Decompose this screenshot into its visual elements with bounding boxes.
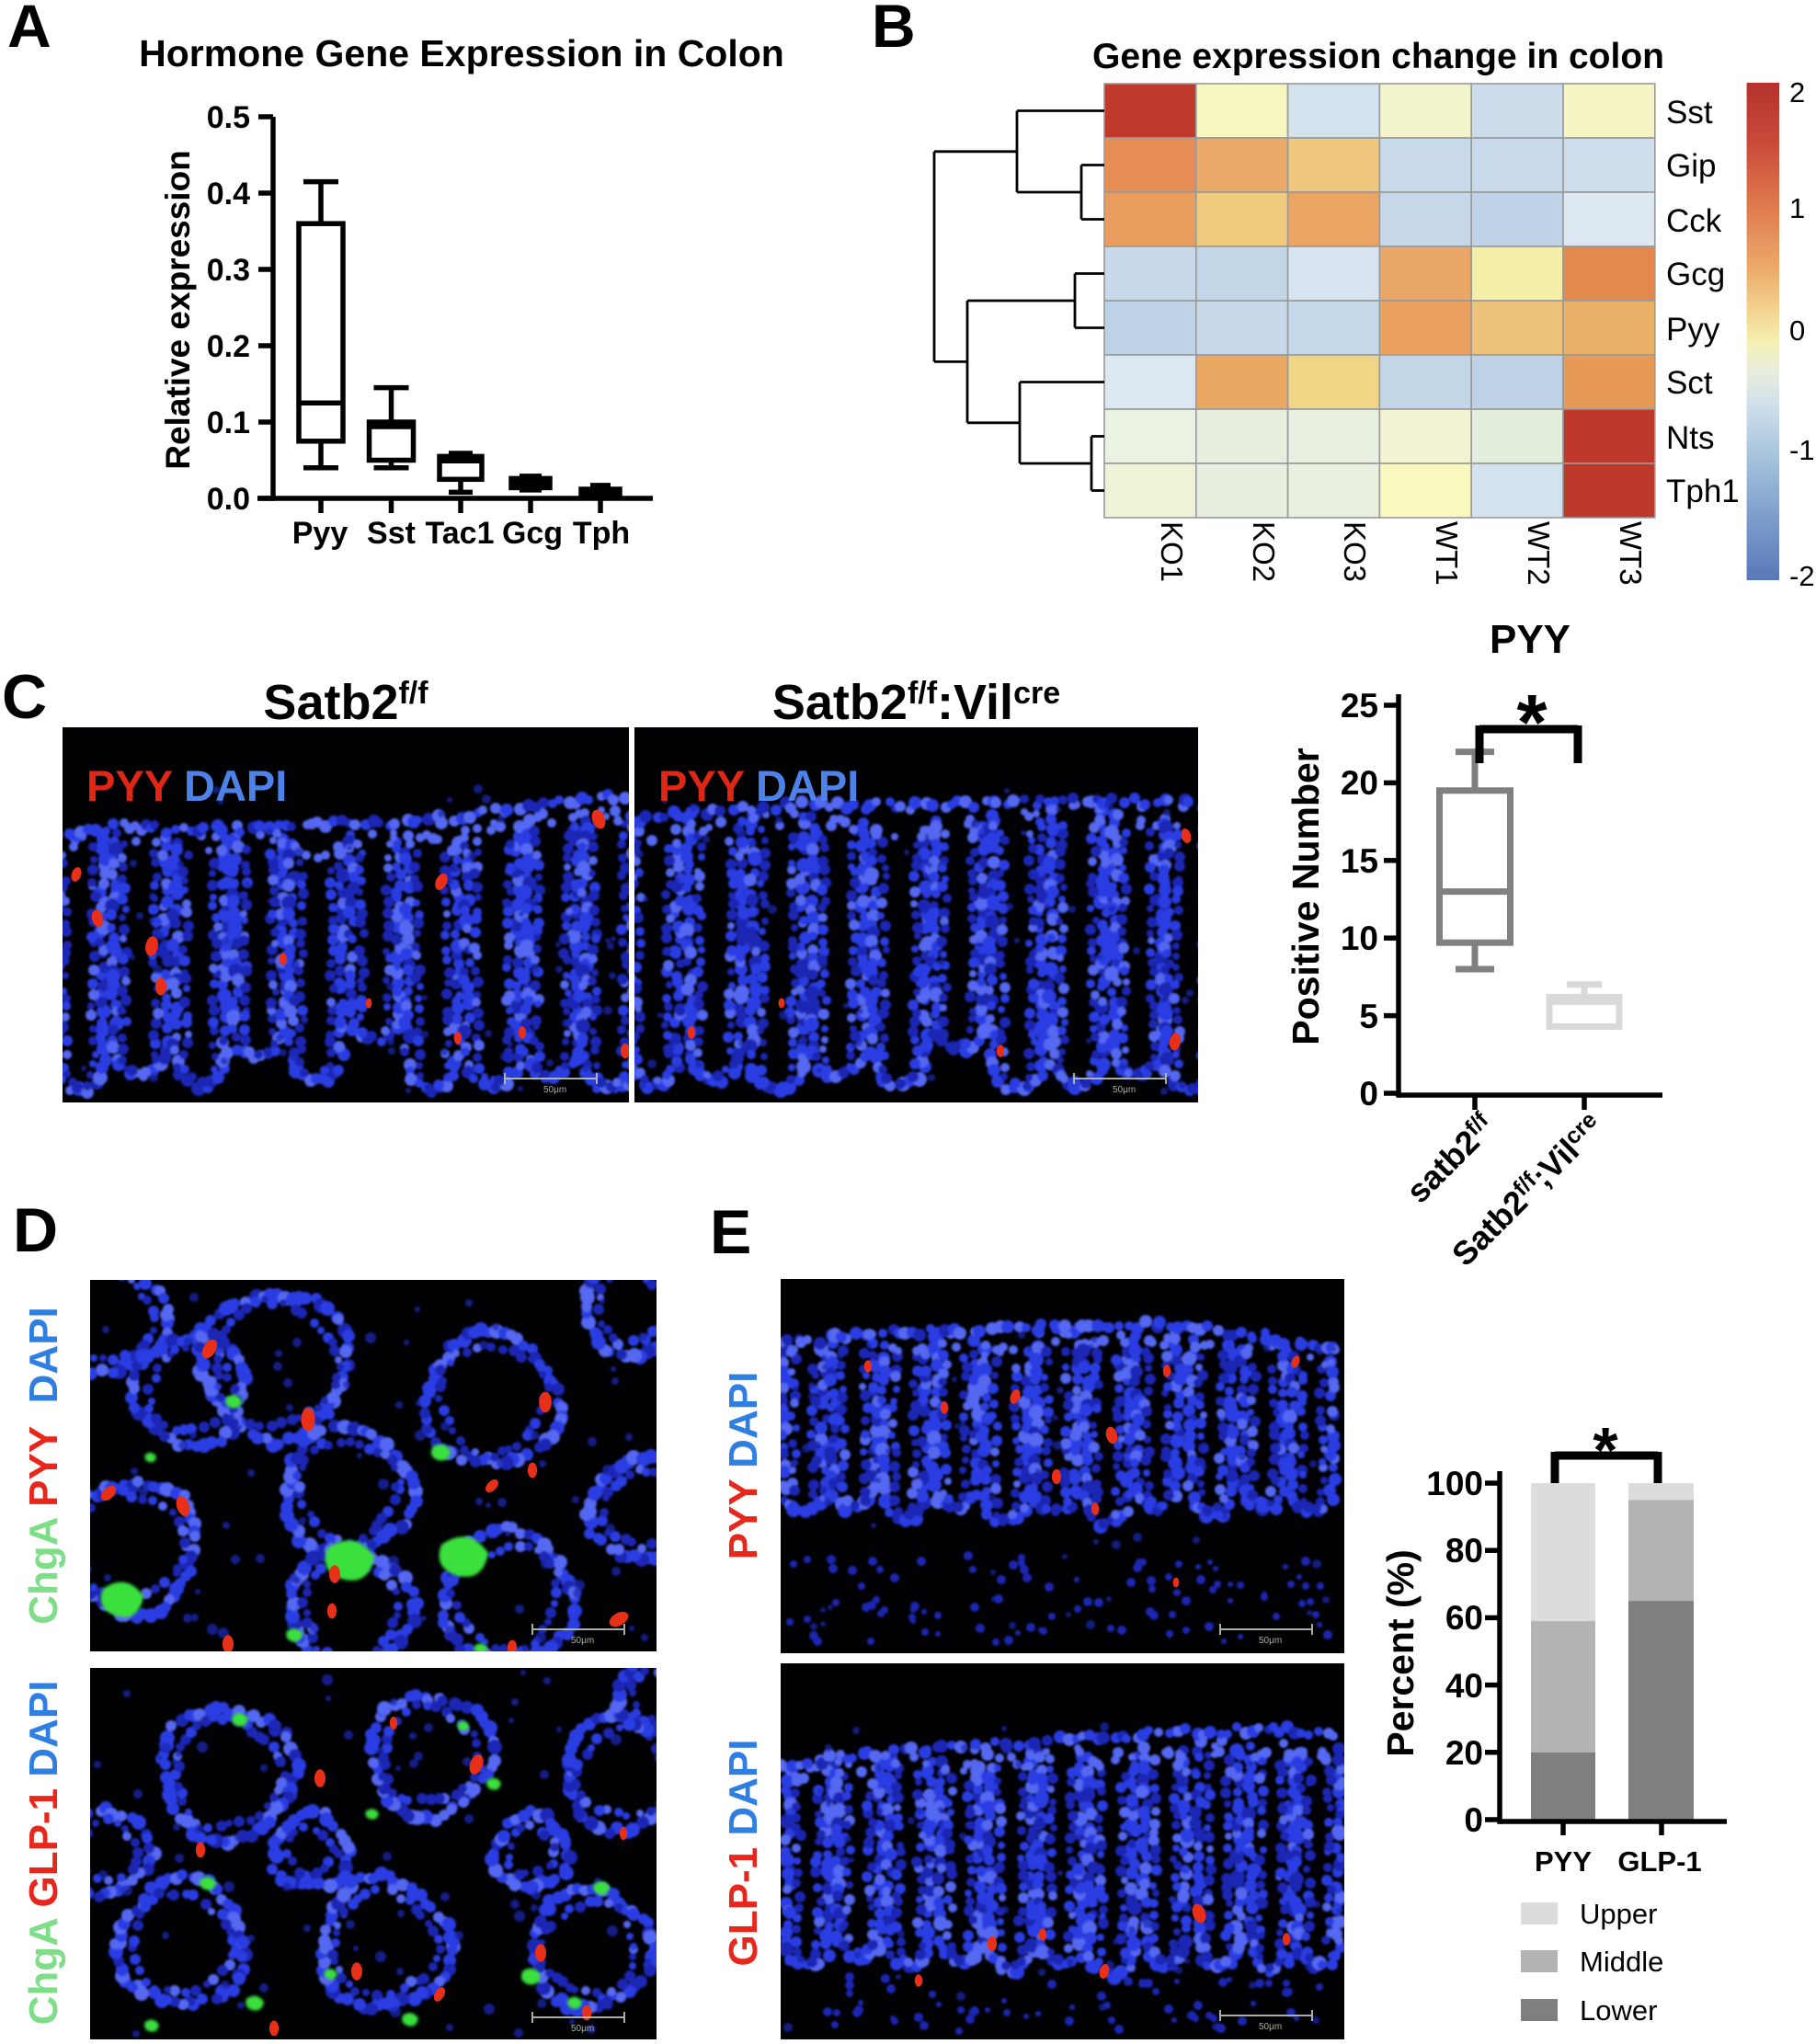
svg-text:C: C — [2, 662, 47, 732]
svg-text:E: E — [710, 1197, 751, 1267]
svg-text:D: D — [13, 1195, 58, 1265]
